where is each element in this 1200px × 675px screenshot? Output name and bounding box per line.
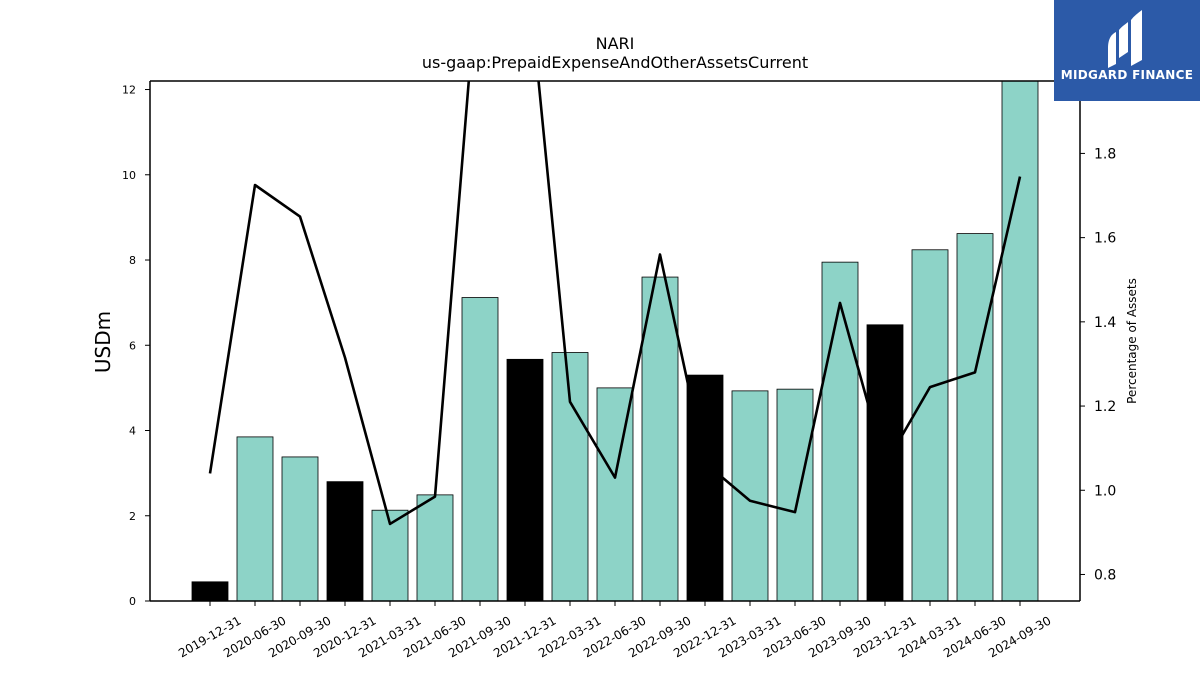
y2-tick-label: 1.8 [1094, 146, 1116, 162]
y2-tick-label: 1.0 [1094, 483, 1116, 499]
bar [821, 261, 859, 601]
y2-tick-label: 1.2 [1094, 399, 1116, 415]
y2-tick-label: 0.8 [1094, 567, 1116, 583]
brand-logo: MIDGARD FINANCE [1054, 0, 1200, 101]
bar [191, 581, 229, 601]
logo-mark-icon [1108, 10, 1142, 68]
bar [776, 388, 814, 601]
y-tick-label: 0 [129, 595, 136, 608]
line-group [208, 81, 1022, 526]
bar [731, 390, 769, 601]
bars-group [191, 81, 1039, 601]
bar [416, 494, 454, 601]
bar [281, 456, 319, 601]
percentage-line [208, 81, 1022, 526]
bar [1001, 81, 1039, 601]
bar [236, 436, 274, 601]
y-tick-label: 10 [122, 169, 136, 182]
y-tick-label: 2 [129, 510, 136, 523]
bar [461, 297, 499, 601]
bar [371, 509, 409, 601]
y-tick-label: 12 [122, 84, 136, 97]
bar [326, 481, 364, 601]
bar [641, 276, 679, 601]
chart-title: NARI [596, 34, 635, 53]
y-tick-label: 8 [129, 254, 136, 267]
bar [956, 233, 994, 601]
bar [506, 358, 544, 601]
logo-text: MIDGARD FINANCE [1060, 68, 1194, 82]
y-axis-label: USDm [91, 311, 115, 373]
bar [911, 249, 949, 601]
y-tick-label: 6 [129, 339, 136, 352]
y2-axis-label: Percentage of Assets [1125, 278, 1139, 404]
y-tick-label: 4 [129, 425, 136, 438]
y2-tick-label: 1.6 [1094, 231, 1116, 247]
chart-subtitle: us-gaap:PrepaidExpenseAndOtherAssetsCurr… [422, 53, 808, 72]
y2-tick-label: 1.4 [1094, 315, 1116, 331]
